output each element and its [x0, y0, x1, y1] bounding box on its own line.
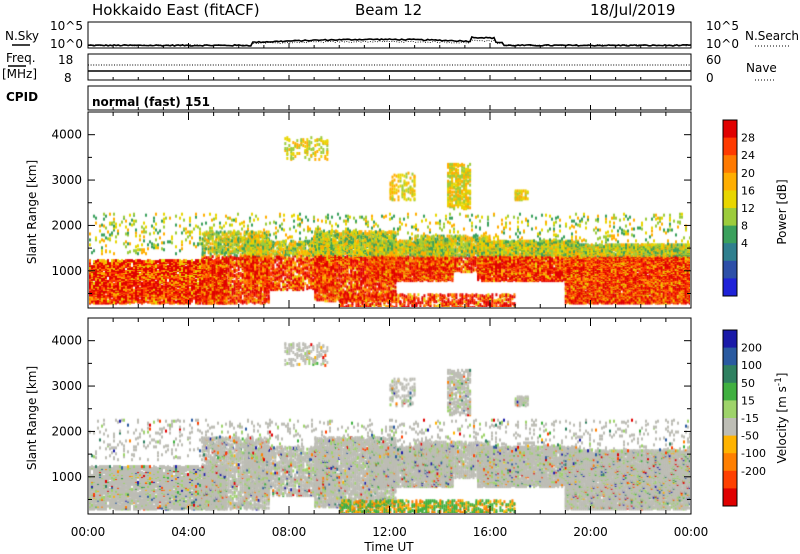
colorbar-tick-label: 12	[741, 202, 755, 215]
colorbar-tick-label: 4	[741, 237, 748, 250]
x-tick-label: 04:00	[171, 525, 206, 539]
cpid-label: CPID	[6, 90, 38, 104]
nave-label: Nave	[746, 61, 777, 75]
colorbar-tick-label: 50	[741, 377, 755, 390]
colorbar-swatch	[723, 137, 737, 156]
noise-sky-label: N.Sky	[5, 29, 39, 43]
colorbar-tick-label: -50	[741, 430, 759, 443]
colorbar-tick-label: -100	[741, 447, 766, 460]
velocity-colorbar-label: Velocity [m s-1]	[774, 373, 789, 464]
colorbar-swatch	[723, 172, 737, 191]
colorbar-swatch	[723, 400, 737, 419]
colorbar-swatch	[723, 470, 737, 489]
colorbar-swatch	[723, 453, 737, 472]
x-tick-label: 00:00	[674, 525, 709, 539]
x-tick-label: 12:00	[372, 525, 407, 539]
colorbar-swatch	[723, 190, 737, 209]
colorbar-swatch	[723, 435, 737, 454]
power-ylabel: Slant Range [km]	[25, 160, 39, 264]
colorbar-tick-label: 20	[741, 167, 755, 180]
velocity-heatmap	[89, 319, 690, 513]
x-tick-label: 00:00	[71, 525, 106, 539]
y-tick-label: 4000	[51, 334, 82, 348]
colorbar-swatch	[723, 365, 737, 384]
colorbar-tick-label: -200	[741, 465, 766, 478]
noise-search-label: N.Search	[745, 29, 799, 43]
date-title: 18/Jul/2019	[590, 1, 675, 19]
colorbar-tick-label: 100	[741, 359, 762, 372]
noise-tick-bottom-right: 10^0	[706, 37, 739, 51]
y-tick-label: 4000	[51, 128, 82, 142]
colorbar-swatch	[723, 155, 737, 174]
colorbar-swatch	[723, 243, 737, 262]
x-axis-label: Time UT	[363, 540, 414, 554]
colorbar-swatch	[723, 382, 737, 401]
colorbar-swatch	[723, 208, 737, 227]
power-colorbar-label: Power [dB]	[775, 179, 789, 244]
freq-label-bottom: [MHz]	[2, 67, 37, 81]
noise-tick-top-right: 10^5	[706, 19, 739, 33]
freq-tick-top: 18	[58, 53, 73, 67]
cpid-panel: CPID normal (fast) 151	[6, 85, 692, 111]
x-tick-label: 16:00	[473, 525, 508, 539]
noise-tick-top-left: 10^5	[50, 19, 83, 33]
freq-label-top: Freq.	[6, 51, 36, 65]
y-tick-label: 3000	[51, 173, 82, 187]
y-tick-label: 2000	[51, 424, 82, 438]
colorbar-swatch	[723, 120, 737, 139]
station-title: Hokkaido East (fitACF)	[92, 1, 260, 19]
colorbar-swatch	[723, 260, 737, 279]
y-tick-label: 1000	[51, 470, 82, 484]
velocity-ylabel: Slant Range [km]	[25, 366, 39, 470]
colorbar-tick-label: 8	[741, 220, 748, 233]
y-tick-label: 3000	[51, 379, 82, 393]
colorbar-tick-label: 15	[741, 394, 755, 407]
colorbar-tick-label: 200	[741, 342, 762, 355]
freq-tick-bottom: 8	[64, 71, 72, 85]
x-tick-label: 08:00	[272, 525, 307, 539]
nave-tick-bottom: 0	[706, 71, 714, 85]
colorbar-tick-label: 24	[741, 149, 755, 162]
colorbar-frame	[722, 119, 738, 297]
colorbar-swatch	[723, 225, 737, 244]
nave-tick-top: 60	[706, 53, 721, 67]
colorbar-swatch	[723, 278, 737, 297]
y-tick-label: 1000	[51, 264, 82, 278]
colorbar-frame	[722, 329, 738, 507]
beam-title: Beam 12	[355, 1, 422, 19]
power-heatmap	[89, 113, 690, 307]
colorbar-tick-label: 28	[741, 132, 755, 145]
colorbar-swatch	[723, 330, 737, 349]
colorbar-swatch	[723, 418, 737, 437]
cpid-text: normal (fast) 151	[92, 95, 210, 109]
colorbar-swatch	[723, 347, 737, 366]
colorbar-tick-label: 16	[741, 184, 755, 197]
x-tick-label: 20:00	[573, 525, 608, 539]
noise-panel: 10^5 10^0 10^5 10^0 N.Sky N.Search	[5, 19, 799, 51]
y-tick-label: 2000	[51, 218, 82, 232]
colorbar-tick-label: -15	[741, 412, 759, 425]
noise-tick-bottom-left: 10^0	[50, 37, 83, 51]
colorbar-swatch	[723, 488, 737, 507]
